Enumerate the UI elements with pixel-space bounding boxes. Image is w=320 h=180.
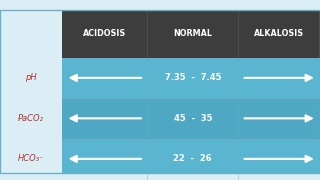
Bar: [0, 98, 62, 139]
Bar: [0, 58, 62, 98]
Text: 45  -  35: 45 - 35: [173, 114, 212, 123]
Bar: [0, 139, 62, 179]
Text: PaCO₂: PaCO₂: [18, 114, 44, 123]
Bar: [0, 10, 62, 173]
Text: pH: pH: [25, 73, 37, 82]
Bar: [62, 98, 320, 139]
Bar: [62, 10, 147, 58]
Text: ACIDOSIS: ACIDOSIS: [83, 29, 126, 38]
Text: HCO₃⁻: HCO₃⁻: [18, 154, 44, 163]
Bar: [238, 10, 320, 58]
Bar: [62, 139, 320, 179]
Bar: [62, 58, 320, 98]
Bar: [0, 173, 320, 180]
Text: NORMAL: NORMAL: [173, 29, 212, 38]
Bar: [147, 10, 238, 58]
Text: 22  -  26: 22 - 26: [173, 154, 212, 163]
Text: ALKALOSIS: ALKALOSIS: [254, 29, 304, 38]
Bar: [0, 0, 320, 10]
Text: 7.35  -  7.45: 7.35 - 7.45: [164, 73, 221, 82]
